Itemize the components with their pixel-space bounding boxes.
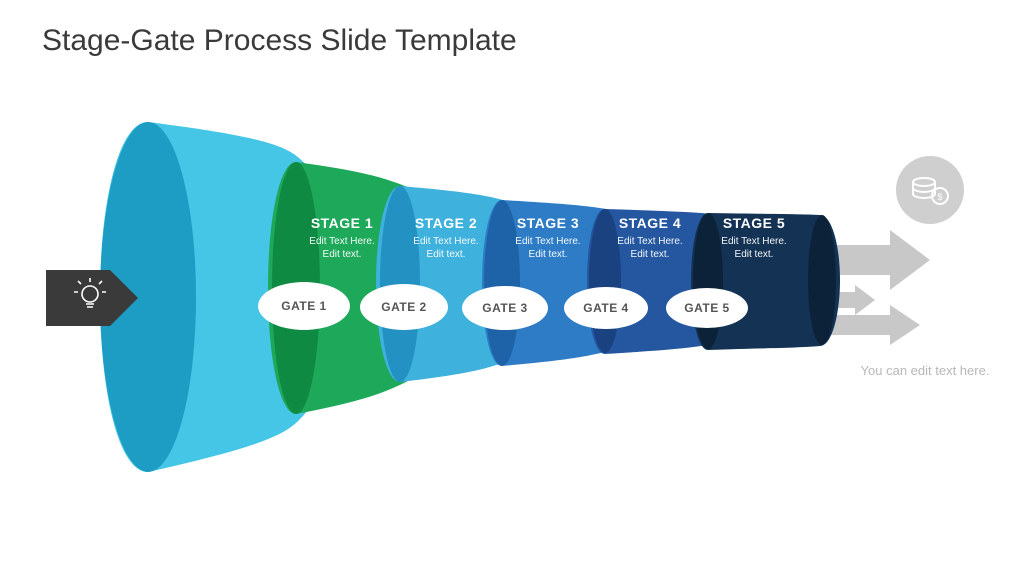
stage-5-label: STAGE 5 Edit Text Here. Edit text. (704, 215, 804, 261)
gate-3-label: GATE 3 (482, 301, 527, 315)
stage-2-sub2: Edit text. (396, 248, 496, 261)
stage-5-title: STAGE 5 (704, 215, 804, 231)
gate-1: GATE 1 (258, 282, 350, 330)
svg-text:$: $ (937, 192, 942, 202)
stage-3-sub1: Edit Text Here. (498, 235, 598, 248)
output-text: You can edit text here. (860, 362, 990, 380)
stage-4-sub1: Edit Text Here. (600, 235, 700, 248)
stage-4-sub2: Edit text. (600, 248, 700, 261)
gate-5: GATE 5 (666, 288, 748, 328)
stage-4-label: STAGE 4 Edit Text Here. Edit text. (600, 215, 700, 261)
page-title: Stage-Gate Process Slide Template (42, 24, 517, 58)
funnel-end-cap (808, 215, 836, 345)
stage-2-label: STAGE 2 Edit Text Here. Edit text. (396, 215, 496, 261)
gate-3: GATE 3 (462, 286, 548, 330)
stage-5-sub2: Edit text. (704, 248, 804, 261)
stage-gate-diagram: $ STAGE 1 Edit Text Here. Edit text. STA… (40, 110, 980, 530)
stage-3-sub2: Edit text. (498, 248, 598, 261)
gate-5-label: GATE 5 (684, 301, 729, 315)
gate-4: GATE 4 (564, 287, 648, 329)
gate-2-label: GATE 2 (381, 300, 426, 314)
output-icon-bg (896, 156, 964, 224)
stage-1-sub1: Edit Text Here. (292, 235, 392, 248)
gate-4-label: GATE 4 (583, 301, 628, 315)
stage-5-sub1: Edit Text Here. (704, 235, 804, 248)
stage-1-title: STAGE 1 (292, 215, 392, 231)
stage-4-title: STAGE 4 (600, 215, 700, 231)
stage-1-sub2: Edit text. (292, 248, 392, 261)
stage-3-title: STAGE 3 (498, 215, 598, 231)
gate-2: GATE 2 (360, 284, 448, 330)
stage-1-label: STAGE 1 Edit Text Here. Edit text. (292, 215, 392, 261)
stage-3-label: STAGE 3 Edit Text Here. Edit text. (498, 215, 598, 261)
stage-2-sub1: Edit Text Here. (396, 235, 496, 248)
gate-1-label: GATE 1 (281, 299, 326, 313)
stage-2-title: STAGE 2 (396, 215, 496, 231)
